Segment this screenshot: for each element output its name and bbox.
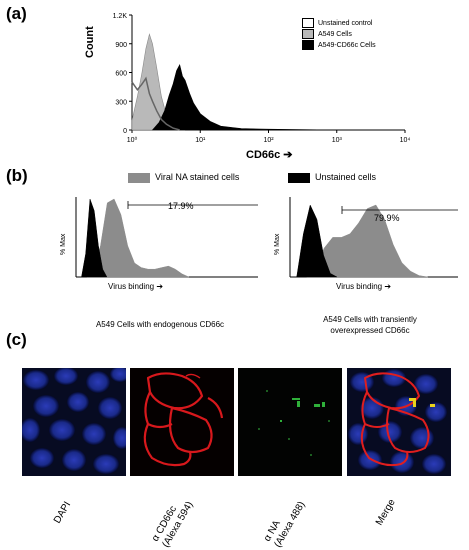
y-tick-label: 1.2K [113,13,128,20]
panel-b-legend-stained: Viral NA stained cells [128,172,239,183]
series-viral-na-stained [306,204,428,278]
x-tick-label: 10² [263,137,274,144]
x-tick-label: 10¹ [195,137,206,144]
panel-a-label: (a) [6,4,27,23]
panel-a-ylabel: Count [84,26,96,58]
panel-b-left-xlabel: Virus binding ➔ [108,282,164,291]
legend-swatch [302,29,314,39]
panel-b-left-caption: A549 Cells with endogenous CD66c [95,320,225,329]
panel-b-right-caption: A549 Cells with transiently overexpresse… [323,315,417,335]
y-tick-label: 300 [115,99,127,106]
na-image [238,368,342,476]
caption-dapi: DAPI [52,499,74,526]
panel-b-right-ylabel: % Max [274,233,281,255]
dapi-image [22,368,126,476]
x-tick-label: 10⁰ [127,136,138,144]
panel-b-right-xlabel: Virus binding ➔ [336,282,392,291]
x-tick-label: 10³ [332,137,343,144]
legend-swatch [302,40,314,50]
legend-item-a549: A549 Cells [302,29,352,39]
y-tick-label: 600 [115,71,127,78]
panel-a-legend: Unstained control A549 Cells A549-CD66c … [302,18,412,58]
percent-right: 79.9% [374,213,400,223]
caption-na: α NA (Alexa 488) [262,499,308,550]
y-tick-label: 900 [115,42,127,49]
series-a549-cd66c [151,63,337,131]
caption-cd66c: α CD66c (Alexa 594) [150,499,196,550]
cd66c-image [130,368,234,476]
series-unstained [81,198,108,278]
panel-c-label: (c) [6,330,27,349]
legend-item-a549-cd66c: A549-CD66c Cells [302,40,376,50]
series-unstained [296,204,338,278]
merge-image [347,368,451,476]
legend-swatch [302,18,314,28]
panel-b-legend-unstained: Unstained cells [288,172,376,183]
caption-merge: Merge [374,497,398,528]
panel-c-micrographs [22,368,451,476]
series-unstained-control [131,76,180,131]
panel-a-xlabel: CD66c ➔ [246,149,293,161]
percent-left: 17.9% [168,201,194,211]
x-tick-label: 10⁴ [400,137,411,144]
panel-b-label: (b) [6,166,28,185]
legend-swatch [128,172,150,183]
legend-swatch [288,172,310,183]
panel-b-histograms [75,197,458,278]
panel-a-histogram: 0 300 600 900 1.2K 10⁰ 10¹ 10² 10³ 10⁴ [113,13,411,144]
panel-b-left-ylabel: % Max [60,233,67,255]
legend-item-unstained-control: Unstained control [302,18,372,28]
y-tick-label: 0 [123,128,127,135]
series-viral-na-stained [85,198,189,278]
